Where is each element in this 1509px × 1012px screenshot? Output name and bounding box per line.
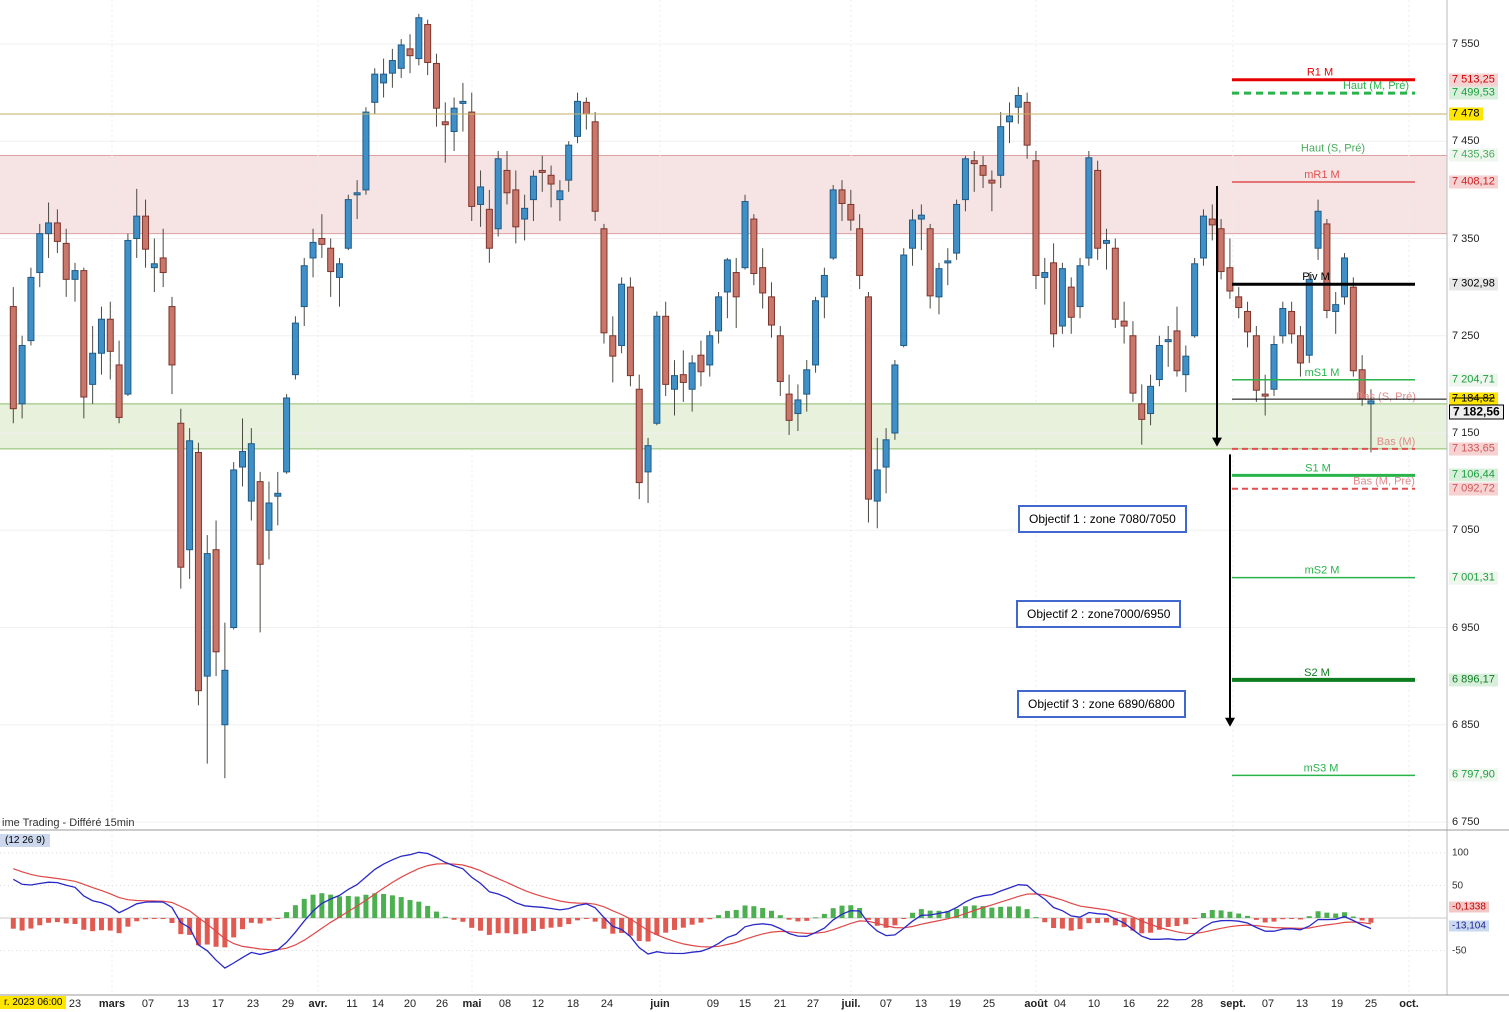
- price-axis-tick: 7 050: [1452, 524, 1480, 537]
- price-axis-tick: 6 750: [1452, 816, 1480, 828]
- price-level-badge: 7 499,53: [1449, 86, 1498, 100]
- svg-text:R1 M: R1 M: [1307, 67, 1333, 79]
- time-axis-label: 17: [211, 998, 225, 1010]
- price-level-badge: 7 435,36: [1449, 148, 1498, 162]
- objective-box-1[interactable]: Objectif 1 : zone 7080/7050: [1018, 505, 1187, 533]
- price-axis-tick: 7 150: [1452, 427, 1480, 439]
- time-axis-label: 13: [176, 998, 190, 1010]
- price-level-badge: 6 896,17: [1449, 673, 1498, 687]
- macd-scale-label: -50: [1452, 945, 1467, 956]
- time-axis-label: 25: [1364, 998, 1378, 1010]
- svg-text:Bas (M, Pré): Bas (M, Pré): [1353, 476, 1415, 488]
- svg-text:Bas (M): Bas (M): [1377, 436, 1416, 448]
- macd-panel: [0, 851, 1447, 969]
- time-axis-label: 27: [806, 998, 820, 1010]
- last-price-badge: 7 182,56: [1449, 404, 1504, 420]
- svg-text:S2 M: S2 M: [1304, 667, 1330, 679]
- time-axis-label: 26: [435, 998, 449, 1010]
- time-axis-label: 13: [914, 998, 928, 1010]
- time-axis-label: 24: [600, 998, 614, 1010]
- price-axis-tick: 7 250: [1452, 329, 1480, 342]
- time-axis-label: 18: [566, 998, 580, 1010]
- time-axis-label: avr.: [308, 998, 328, 1010]
- time-axis-label: 08: [498, 998, 512, 1010]
- time-axis-label: 19: [1330, 998, 1344, 1010]
- time-axis-label: 09: [706, 998, 720, 1010]
- time-axis-label: 07: [1261, 998, 1275, 1010]
- time-axis-label: 21: [773, 998, 787, 1010]
- svg-text:S1 M: S1 M: [1305, 462, 1331, 474]
- svg-text:mS2 M: mS2 M: [1305, 565, 1340, 577]
- time-axis-label: 15: [738, 998, 752, 1010]
- time-axis-label: 25: [982, 998, 996, 1010]
- time-axis-label: 07: [879, 998, 893, 1010]
- price-axis-tick: 6 950: [1452, 621, 1480, 634]
- prev-close-badge: 7 184,82: [1449, 392, 1498, 406]
- time-axis-label: mai: [462, 998, 482, 1010]
- objective-box-3[interactable]: Objectif 3 : zone 6890/6800: [1017, 690, 1186, 718]
- price-level-badge: 7 513,25: [1449, 73, 1498, 87]
- svg-text:Haut (M, Pré): Haut (M, Pré): [1343, 80, 1409, 92]
- macd-scale-label: 100: [1452, 847, 1469, 859]
- price-level-badge: 7 092,72: [1449, 482, 1498, 496]
- price-axis-tick: 6 850: [1452, 718, 1480, 731]
- price-level-badge: 7 478: [1449, 107, 1483, 121]
- time-axis-label: 29: [281, 998, 295, 1010]
- objective-box-2[interactable]: Objectif 2 : zone7000/6950: [1016, 600, 1182, 628]
- time-axis-label: oct.: [1399, 998, 1419, 1010]
- macd-value-badge: -0,1338: [1449, 901, 1489, 913]
- candlestick-series[interactable]: [9, 13, 1375, 779]
- price-level-badge: 7 133,65: [1449, 442, 1498, 456]
- time-axis-label: 13: [1295, 998, 1309, 1010]
- price-level-badge: 6 797,90: [1449, 768, 1498, 782]
- time-axis-label: 16: [1122, 998, 1136, 1010]
- price-axis-tick: 7 450: [1452, 135, 1480, 148]
- svg-text:Haut (S, Pré): Haut (S, Pré): [1301, 142, 1365, 154]
- svg-text:Bas (S, Pré): Bas (S, Pré): [1356, 391, 1416, 403]
- svg-text:mS1 M: mS1 M: [1305, 367, 1340, 379]
- time-axis-label: 14: [371, 998, 385, 1010]
- price-axis-tick: 7 550: [1452, 38, 1480, 50]
- time-axis-label: 12: [531, 998, 545, 1010]
- price-axis-tick: 7 350: [1452, 232, 1480, 245]
- price-level-badge: 7 106,44: [1449, 468, 1498, 482]
- time-axis-label: sept.: [1220, 998, 1246, 1010]
- time-axis-label: 23: [68, 998, 82, 1010]
- price-level-badge: 7 204,71: [1449, 373, 1498, 387]
- price-level-badge: 7 408,12: [1449, 175, 1498, 189]
- session-start-badge: r. 2023 06:00: [0, 996, 67, 1009]
- time-axis-label: 19: [948, 998, 962, 1010]
- time-axis-label: 04: [1053, 998, 1067, 1010]
- feed-delay-note: ime Trading - Différé 15min: [2, 817, 135, 829]
- time-axis-label: 20: [403, 998, 417, 1010]
- time-axis-label: août: [1024, 998, 1048, 1010]
- time-axis-label: mars: [98, 998, 126, 1010]
- svg-text:mS3 M: mS3 M: [1304, 762, 1339, 774]
- time-axis-label: 23: [246, 998, 260, 1010]
- svg-text:mR1 M: mR1 M: [1304, 169, 1339, 181]
- down-arrow-annotations[interactable]: [1212, 185, 1235, 727]
- time-axis-label: 28: [1190, 998, 1204, 1010]
- time-axis-label: 22: [1156, 998, 1170, 1010]
- time-axis-label: 11: [346, 998, 358, 1010]
- macd-params-badge[interactable]: (12 26 9): [0, 834, 51, 847]
- price-level-badge: 7 302,98: [1449, 277, 1498, 291]
- time-axis-label: 07: [141, 998, 155, 1010]
- macd-value-badge: -13,104: [1449, 920, 1489, 932]
- time-axis-label: juil.: [841, 998, 861, 1010]
- svg-text:Piv M: Piv M: [1302, 271, 1330, 283]
- time-axis-label: juin: [650, 998, 670, 1010]
- pivot-levels[interactable]: R1 M Haut (M, Pré) Haut (S, Pré) mR1 M Piv M…: [0, 67, 1447, 777]
- price-zones: [0, 154, 1447, 450]
- macd-scale-label: 50: [1452, 880, 1464, 891]
- price-level-badge: 7 001,31: [1449, 571, 1498, 585]
- time-axis-label: 10: [1087, 998, 1101, 1010]
